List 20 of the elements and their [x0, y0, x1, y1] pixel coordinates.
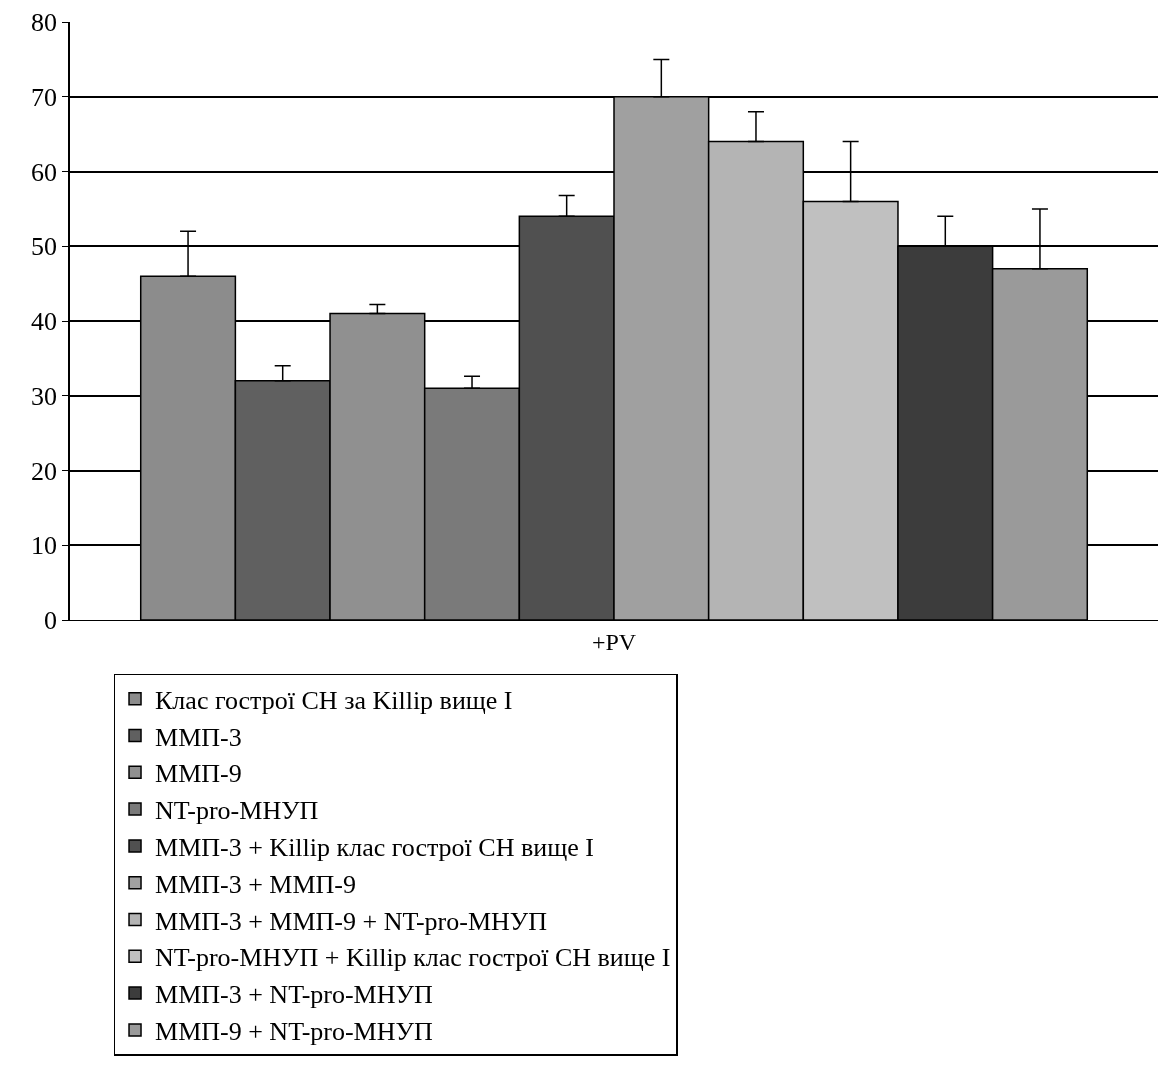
y-tick-label: 60 — [31, 157, 58, 187]
y-tick-label: 50 — [31, 232, 58, 262]
legend-label: ММП-3 + NT-pro-МНУП — [155, 980, 433, 1010]
y-tick-label: 20 — [31, 456, 58, 486]
y-tick-label: 70 — [31, 82, 58, 112]
legend-label: NT-pro-МНУП — [155, 796, 319, 826]
legend-label: ММП-3 + ММП-9 — [155, 869, 357, 899]
legend-label: ММП-3 + Killip клас гострої СН вище I — [155, 833, 594, 863]
legend-label: ММП-3 — [155, 722, 242, 752]
legend-label: ММП-9 — [155, 759, 242, 789]
y-tick-label: 10 — [31, 531, 58, 561]
y-tick-label: 40 — [31, 307, 58, 337]
legend-label: NT-pro-МНУП + Killip клас гострої СН вище I — [155, 943, 671, 973]
y-tick-label: 0 — [44, 606, 58, 636]
y-tick-label: 80 — [31, 8, 58, 38]
x-tick-label: +PV — [591, 628, 637, 655]
legend-label: Клас гострої СН за Killip вище I — [155, 685, 513, 715]
legend-label: ММП-3 + ММП-9 + NT-pro-МНУП — [155, 906, 548, 936]
y-tick-label: 30 — [31, 381, 58, 411]
legend-label: ММП-9 + NT-pro-МНУП — [155, 1017, 433, 1047]
